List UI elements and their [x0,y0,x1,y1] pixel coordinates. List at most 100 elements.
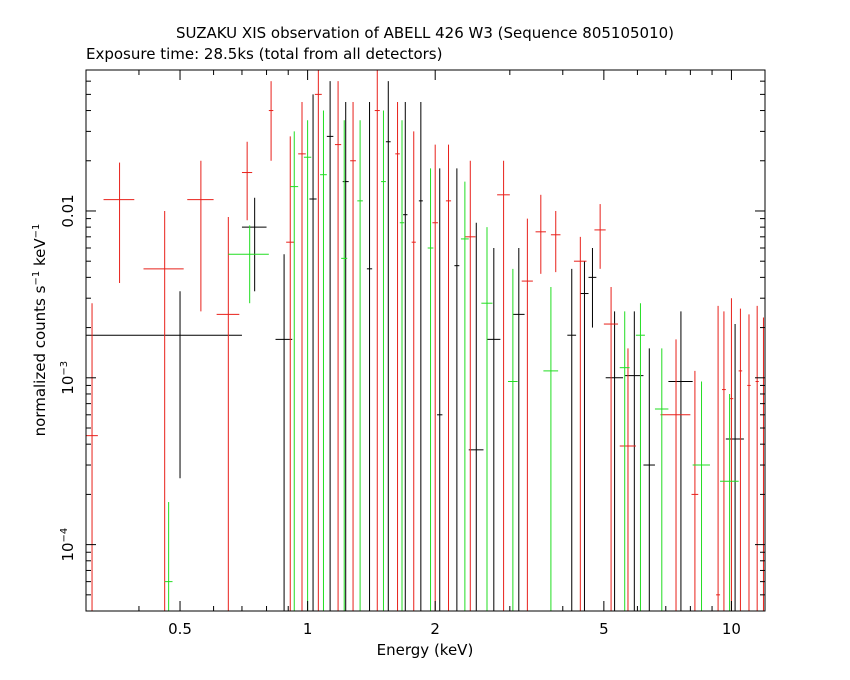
data-point [550,210,561,273]
data-point [268,81,274,161]
y-axis-label-exp1: −1 [31,271,42,286]
data-point [573,236,587,611]
data-point [747,314,751,611]
data-point [326,81,334,611]
series-3 [164,110,739,611]
x-tick-label: 2 [430,620,440,638]
y-tick-exponent: −4 [59,528,70,543]
x-tick-label: 1 [303,620,313,638]
data-point [427,168,434,611]
data-point [86,291,242,479]
x-axis-label: Energy (keV) [377,641,474,659]
y-tick-exponent: −3 [59,361,70,376]
data-point [481,227,493,611]
data-point [432,144,438,611]
data-point [381,110,386,611]
data-point [635,303,645,611]
data-point [164,502,173,611]
y-tick-label: 0.01 [59,194,77,227]
data-point [486,247,501,611]
data-point [303,120,312,611]
data-point [668,311,693,611]
data-point [228,225,269,304]
data-point [521,218,533,611]
data-point [512,247,525,611]
data-point [309,94,317,611]
data-point [692,381,710,611]
data-point [619,348,636,611]
data-point [460,181,469,611]
y-tick-label: 10−4 [59,528,77,562]
series-1 [86,81,744,611]
data-point [580,261,589,611]
data-point [385,81,391,611]
data-point [654,348,669,611]
y-axis-label-main: normalized counts s [31,285,49,436]
data-point [729,298,734,611]
data-point [187,160,214,312]
data-point [86,303,98,611]
data-point [643,348,655,611]
y-axis-label-exp2: −1 [31,224,42,239]
data-point [437,168,443,611]
x-tick-label: 10 [722,620,741,638]
data-point [411,131,416,611]
data-point [143,210,184,611]
data-point [507,268,518,611]
plot-frame [85,69,766,612]
chart-title: SUZAKU XIS observation of ABELL 426 W3 (… [176,24,674,42]
data-point [366,102,373,611]
chart-subtitle: Exposure time: 28.5ks (total from all de… [86,45,442,63]
data-point [103,162,135,284]
data-point [497,160,510,611]
data-point [320,110,327,611]
y-tick-base: 10 [59,376,77,395]
data-point [454,168,460,611]
data-point [535,194,546,274]
data-point [418,102,423,611]
data-point [395,102,400,611]
x-tick-label: 0.5 [168,620,192,638]
data-point [314,70,322,611]
data-point [721,311,726,611]
data-point [543,287,559,611]
y-tick-base: 0.01 [59,194,77,227]
y-tick-base: 10 [59,542,77,561]
data-point [298,102,306,611]
data-point [374,70,380,611]
data-point [720,393,739,611]
data-point [286,136,295,611]
data-point [464,160,476,611]
data-point [567,268,577,611]
data-point [357,120,363,611]
data-point [716,305,721,611]
y-tick-label: 10−3 [59,361,77,395]
data-point [660,339,691,611]
y-axis-label: normalized counts s−1 keV−1 [31,224,49,437]
data-point [603,287,619,611]
data-point [605,311,624,611]
data-point [290,131,299,611]
data-point [755,305,759,611]
data-point [399,120,405,611]
data-point [445,144,452,611]
x-tick-label: 5 [599,620,609,638]
data-series [86,70,765,611]
data-point [275,254,293,611]
data-point [594,204,606,269]
data-point [241,197,267,292]
data-point [403,102,408,611]
data-point [619,311,630,611]
data-point [341,120,348,611]
data-point [241,141,253,221]
data-point [334,81,342,611]
data-point [342,102,349,611]
series-2 [86,70,765,611]
data-point [691,370,699,611]
y-axis-label-mid: keV [31,238,49,271]
data-point [216,217,240,611]
data-point [588,247,597,328]
data-point [350,102,356,611]
